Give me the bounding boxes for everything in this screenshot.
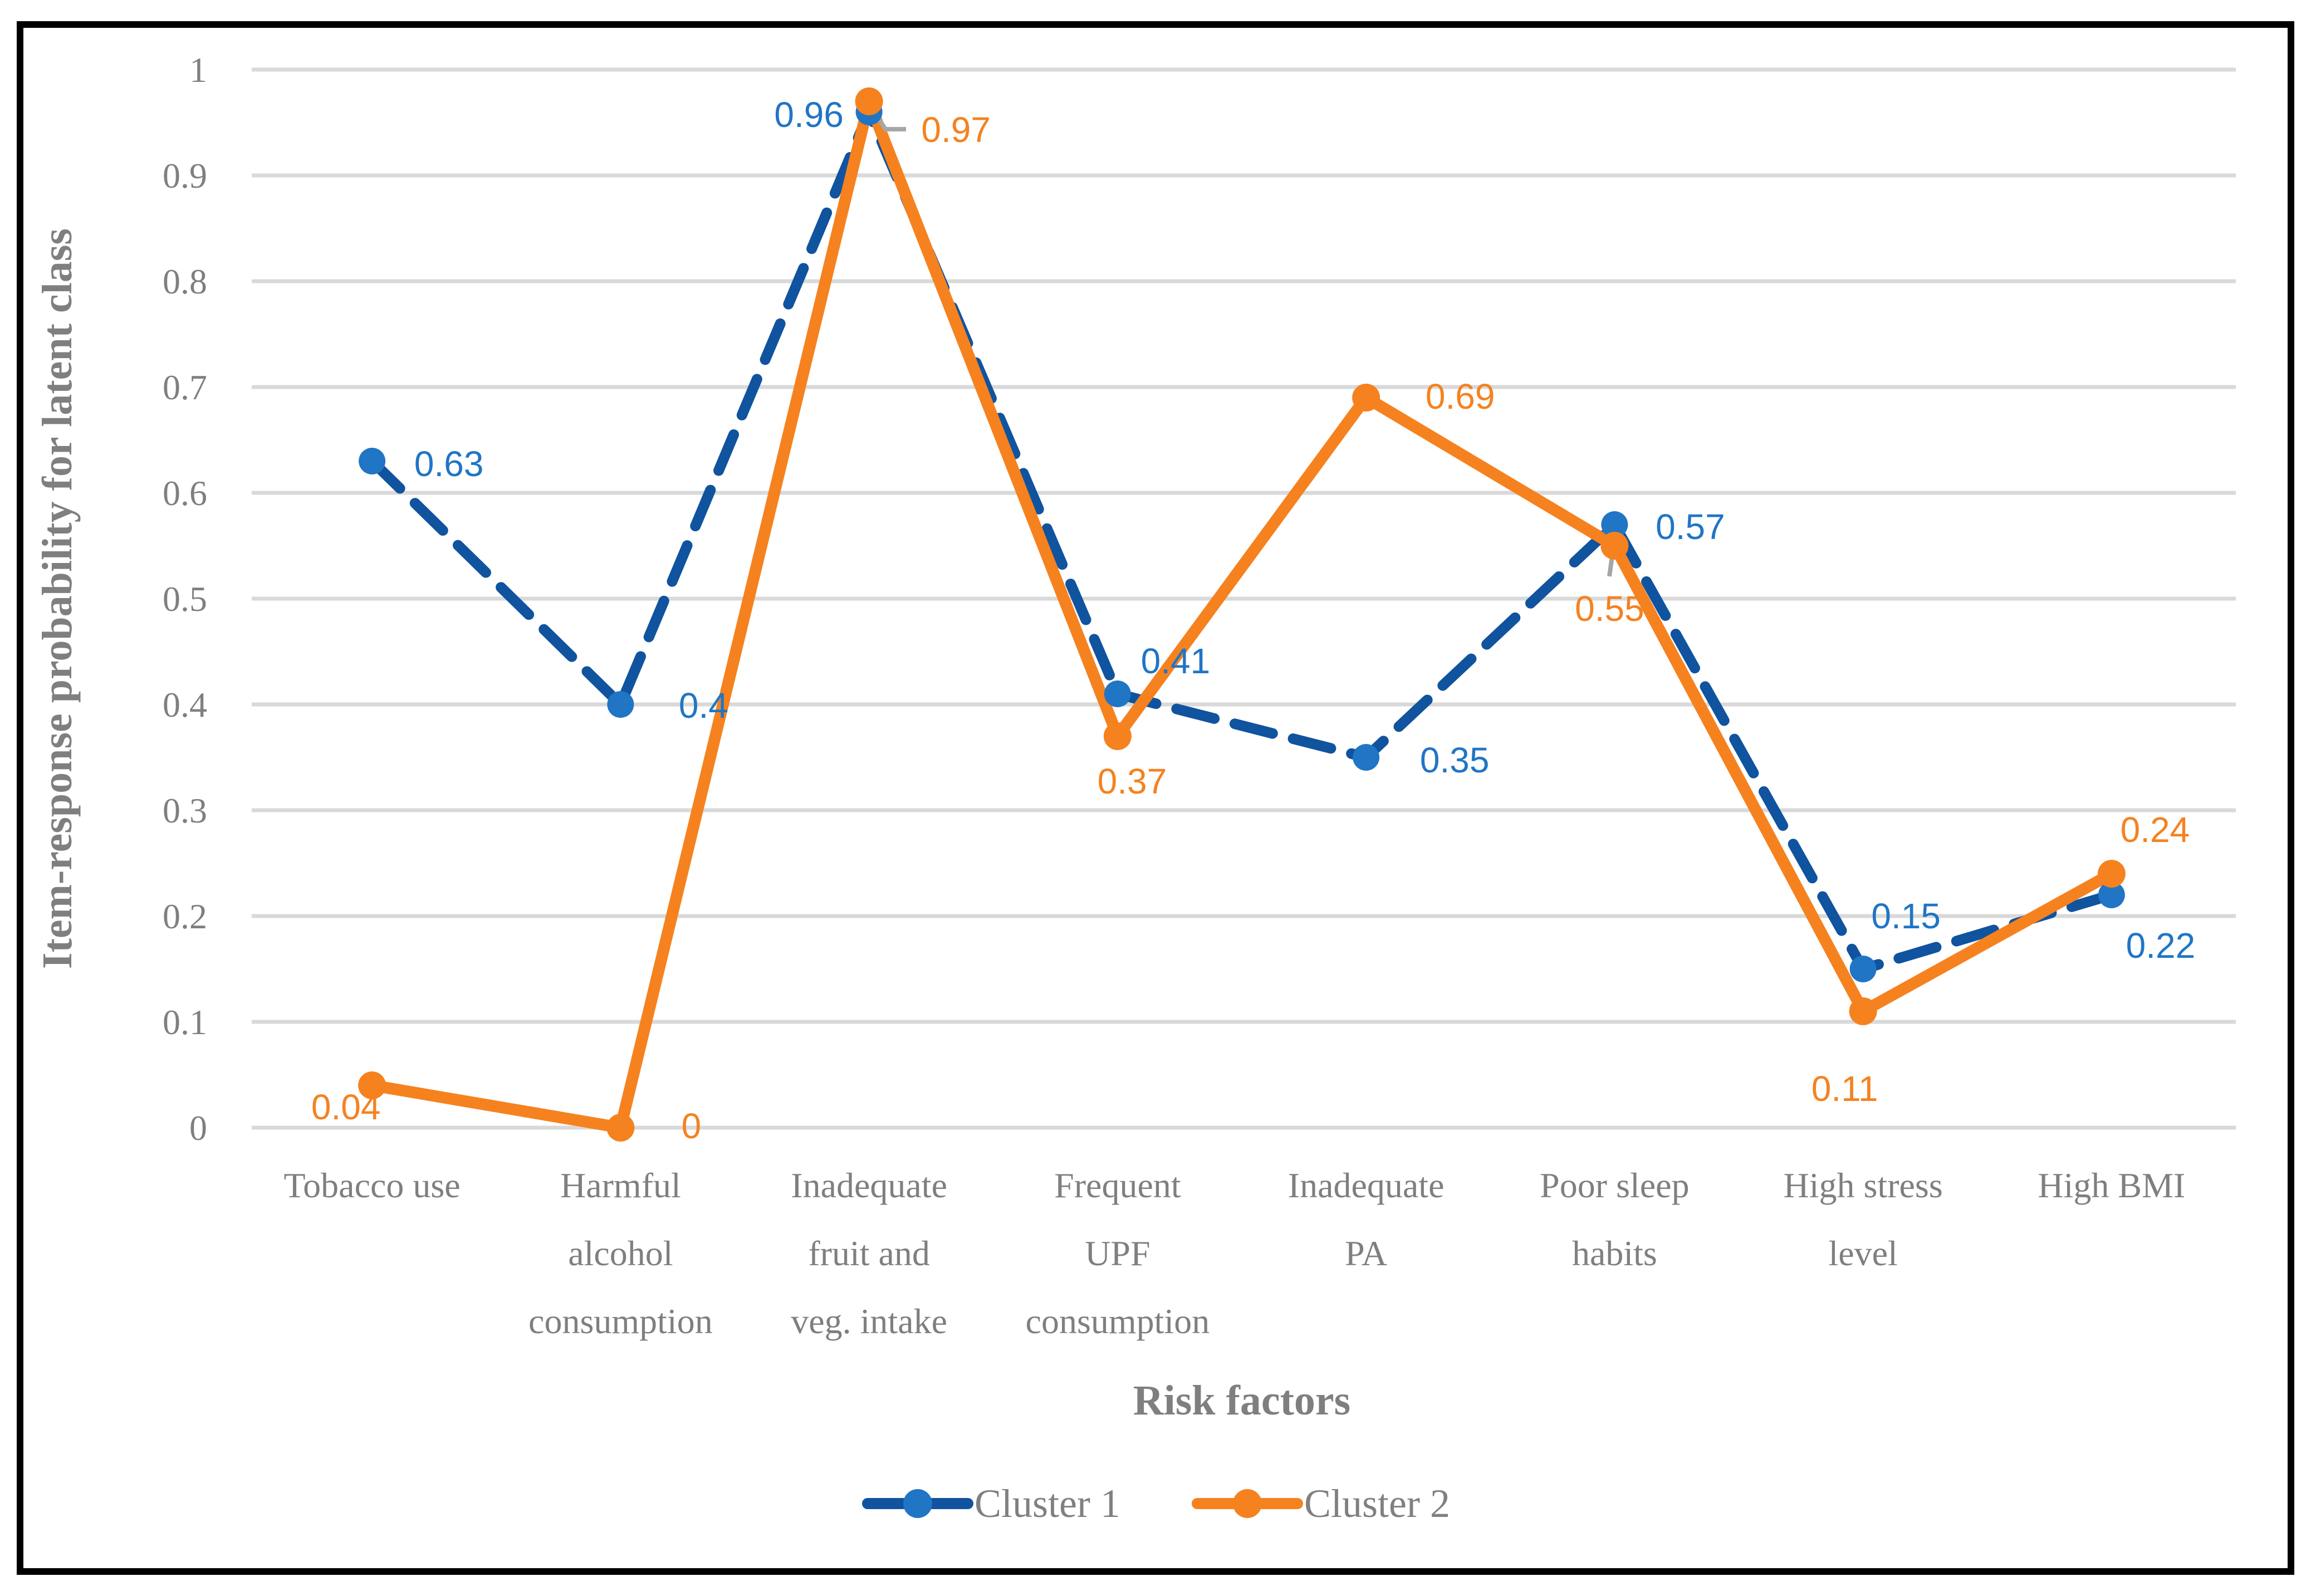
data-point-marker [359,448,386,474]
y-axis-tick-label: 0.7 [163,368,207,407]
data-point-marker [1600,532,1629,560]
gridlines [252,67,2236,1130]
data-point-marker [2097,860,2126,888]
data-label: 0.63 [414,444,484,484]
data-label: 0.22 [2126,926,2196,966]
series-data-labels-cluster-1: 0.63 0.4 0.96 0.41 0.35 0.57 0.15 0.22 [414,95,2195,966]
x-axis-category-label: High BMI [2038,1166,2185,1205]
data-point-marker [607,691,634,718]
data-label: 0.41 [1141,641,1211,681]
legend-item-cluster-2: Cluster 2 [1192,1481,1450,1526]
series-line-cluster-2 [366,95,2118,1134]
data-label: 0.57 [1656,507,1725,547]
x-axis-category-label: Frequent [1054,1166,1181,1205]
x-axis-category-label: High stress [1784,1166,1943,1205]
x-axis-category-label: consumption [1026,1301,1210,1341]
data-point-marker [606,1114,635,1142]
data-label: 0.97 [921,110,991,150]
series-line-cluster-1 [366,106,2117,975]
data-label: 0.37 [1098,761,1167,801]
y-axis-tick-label: 0 [189,1108,207,1148]
x-axis-category-label: Poor sleep [1540,1166,1689,1205]
data-point-marker [1353,744,1380,771]
x-axis-category-label: Inadequate [1288,1166,1445,1205]
y-axis-tick-label: 0.2 [163,897,207,936]
y-axis-tick-label: 0.6 [163,473,207,513]
data-point-marker [358,1071,386,1099]
y-axis-tick-label: 0.3 [163,791,207,830]
x-axis-category-label: Tobacco use [284,1166,461,1205]
data-label: 0.96 [774,95,844,135]
x-axis-title: Risk factors [1133,1377,1351,1424]
legend-marker-icon [1233,1489,1262,1518]
data-label: 0.35 [1420,740,1490,780]
y-axis-tick-label: 0.9 [163,156,207,195]
data-label: 0.69 [1426,376,1495,417]
x-axis-category-label: fruit and [808,1233,930,1273]
chart-border [17,21,2294,1575]
data-label: 0 [682,1106,702,1146]
data-label: 0.4 [679,686,728,726]
data-label: 0.15 [1871,896,1941,936]
y-axis-tick-label: 1 [189,50,207,90]
x-axis-category-label: level [1828,1233,1897,1273]
legend-item-cluster-1: Cluster 1 [862,1481,1120,1526]
x-axis-category-label: consumption [528,1301,713,1341]
x-axis-category-label: Inadequate [791,1166,947,1205]
data-label: 0.04 [311,1087,381,1127]
series-data-labels-cluster-2: 0.04 0 0.97 0.37 0.69 0.55 0.11 0.24 [311,110,2190,1146]
y-axis-tick-label: 0.8 [163,262,207,301]
y-axis-title: Item-response probability for latent cla… [34,228,81,969]
series-markers-cluster-1 [359,99,2125,982]
x-axis-category-label: Harmful [560,1166,681,1205]
legend-item-label: Cluster 1 [975,1481,1120,1526]
data-label: 0.55 [1575,589,1644,629]
y-axis-tick-label: 0.4 [163,685,207,724]
data-point-marker [855,87,883,115]
x-axis-category-label: UPF [1085,1233,1150,1273]
data-point-marker [1352,384,1380,412]
data-point-marker [1849,997,1877,1025]
legend: Cluster 1 Cluster 2 [862,1481,1450,1526]
x-axis-category-labels: Tobacco use Harmful alcohol consumption Inad… [284,1166,2186,1341]
legend-marker-icon [903,1489,932,1518]
x-axis-category-label: habits [1572,1233,1657,1273]
x-axis-category-label: veg. intake [791,1301,947,1341]
y-axis-tick-label: 0.1 [163,1002,207,1042]
data-point-marker [1601,511,1628,538]
data-label: 0.24 [2121,810,2190,850]
series-markers-cluster-2 [358,87,2126,1142]
legend-item-label: Cluster 2 [1304,1481,1450,1526]
x-axis-category-label: alcohol [568,1233,673,1273]
data-point-marker [2098,882,2125,908]
data-point-marker [1103,722,1132,750]
x-axis-category-label: PA [1345,1233,1387,1273]
data-point-marker [1104,680,1131,707]
data-point-marker [1849,956,1877,982]
y-axis-tick-labels: 0 0.1 0.2 0.3 0.4 0.5 0.6 0.7 0.8 0.9 1 [163,50,207,1148]
data-label: 0.11 [1811,1069,1878,1109]
y-axis-tick-label: 0.5 [163,579,207,619]
